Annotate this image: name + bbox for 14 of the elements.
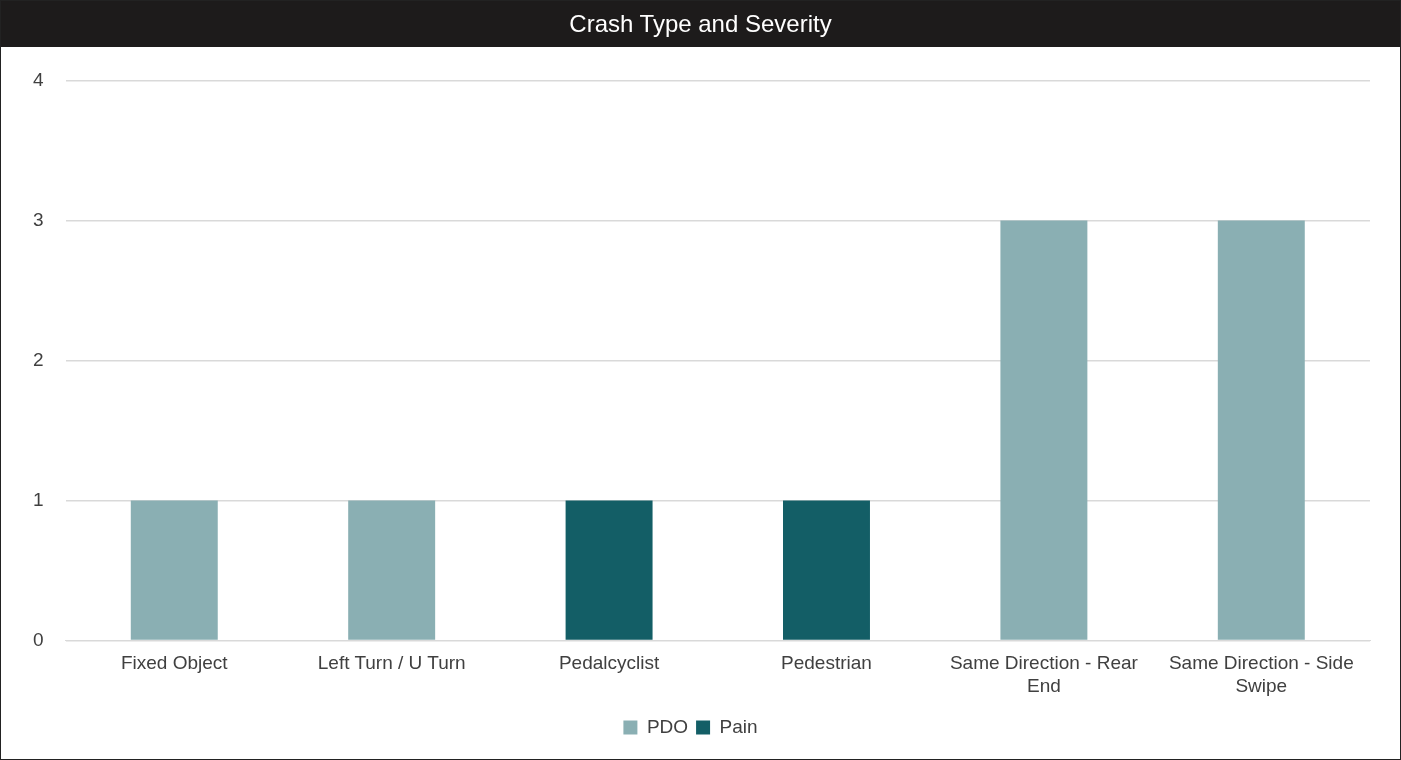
y-tick-label: 1: [32, 488, 44, 510]
y-tick-label: 2: [32, 348, 44, 370]
x-tick-label: Pedalcyclist: [558, 652, 660, 674]
x-tick-label: Pedestrian: [781, 652, 872, 674]
y-tick-label: 3: [32, 208, 44, 230]
legend-label: Pain: [719, 715, 758, 737]
chart-title: Crash Type and Severity: [1, 1, 1400, 47]
x-tick-label: Fixed Object: [120, 652, 229, 674]
x-tick-label: Same Direction - Side Swipe: [1168, 652, 1354, 696]
x-tick-label: Left Turn / U Turn: [317, 652, 466, 674]
y-tick-label: 0: [32, 628, 44, 650]
x-tick-label: Same Direction - Rear End: [949, 652, 1139, 696]
legend-label: PDO: [646, 715, 689, 737]
y-tick-label: 4: [32, 68, 44, 90]
